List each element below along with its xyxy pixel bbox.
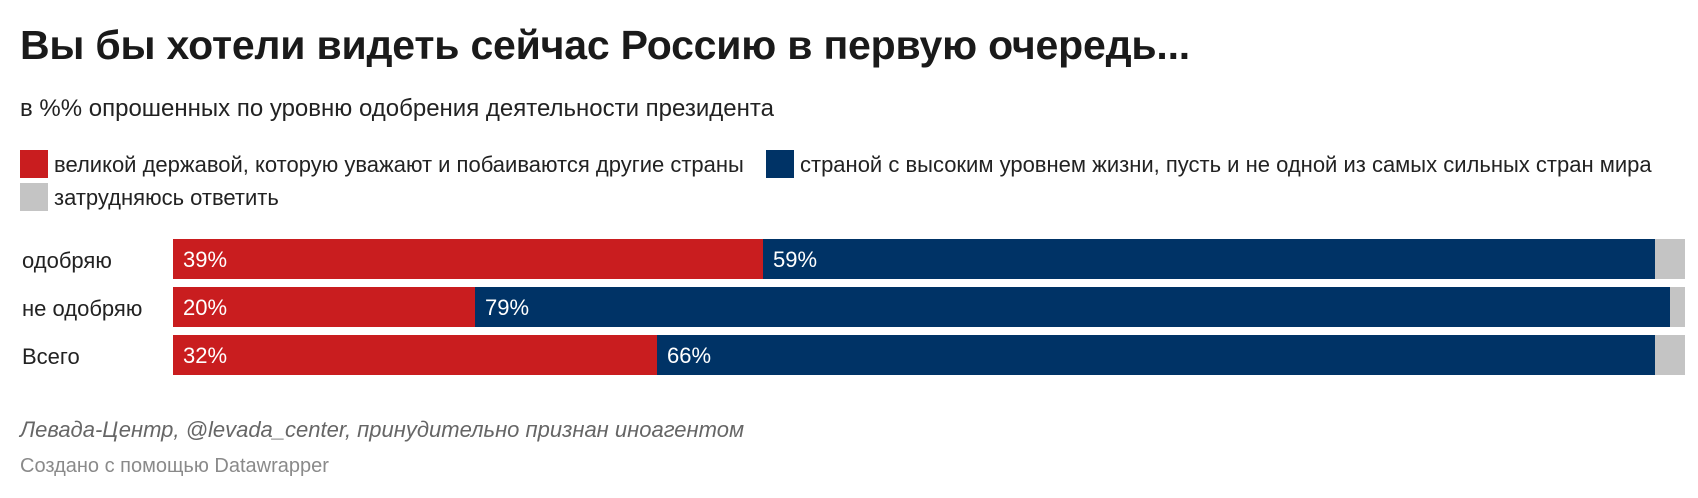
- bar-segment-total-hard-to-say: [1655, 335, 1685, 375]
- category-label-approve: одобряю: [22, 248, 112, 273]
- chart-title: Вы бы хотели видеть сейчас Россию в перв…: [20, 22, 1190, 68]
- legend-label-great-power: великой державой, которую уважают и поба…: [54, 152, 744, 177]
- legend-swatch-hard-to-say: [20, 183, 48, 211]
- data-label-disapprove-high-living-standard: 79%: [485, 295, 530, 320]
- legend-swatch-high-living-standard: [766, 150, 794, 178]
- legend-swatch-great-power: [20, 150, 48, 178]
- legend-item-great-power: великой державой, которую уважают и поба…: [20, 150, 744, 178]
- legend-label-high-living-standard: страной с высоким уровнем жизни, пусть и…: [800, 152, 1652, 177]
- bar-segment-disapprove-high-living-standard: 79%: [475, 287, 1670, 327]
- bar-disapprove: 20% 79%: [173, 287, 1685, 327]
- bar-segment-total-high-living-standard: 66%: [657, 335, 1655, 375]
- data-label-approve-high-living-standard: 59%: [773, 247, 818, 272]
- data-label-total-high-living-standard: 66%: [667, 343, 712, 368]
- category-label-total: Всего: [22, 344, 80, 369]
- bar-total: 32% 66%: [173, 335, 1685, 375]
- legend: великой державой, которую уважают и поба…: [20, 148, 1680, 214]
- data-label-total-great-power: 32%: [183, 343, 228, 368]
- bar-segment-disapprove-hard-to-say: [1670, 287, 1685, 327]
- source-note: Левада-Центр, @levada_center, принудител…: [20, 417, 745, 442]
- chart-subtitle: в %% опрошенных по уровню одобрения деят…: [20, 95, 774, 122]
- data-label-disapprove-great-power: 20%: [183, 295, 228, 320]
- category-label-disapprove: не одобряю: [22, 296, 143, 321]
- datawrapper-credit: Создано с помощью Datawrapper: [20, 455, 329, 477]
- data-label-approve-great-power: 39%: [183, 247, 228, 272]
- legend-label-hard-to-say: затрудняюсь ответить: [54, 185, 279, 210]
- bar-segment-approve-hard-to-say: [1655, 239, 1685, 279]
- bar-approve: 39% 59%: [173, 239, 1685, 279]
- bar-segment-disapprove-great-power: 20%: [173, 287, 475, 327]
- bar-segment-approve-high-living-standard: 59%: [763, 239, 1655, 279]
- bar-segment-total-great-power: 32%: [173, 335, 657, 375]
- legend-item-hard-to-say: затрудняюсь ответить: [20, 183, 279, 211]
- bar-segment-approve-great-power: 39%: [173, 239, 763, 279]
- legend-item-high-living-standard: страной с высоким уровнем жизни, пусть и…: [766, 150, 1652, 178]
